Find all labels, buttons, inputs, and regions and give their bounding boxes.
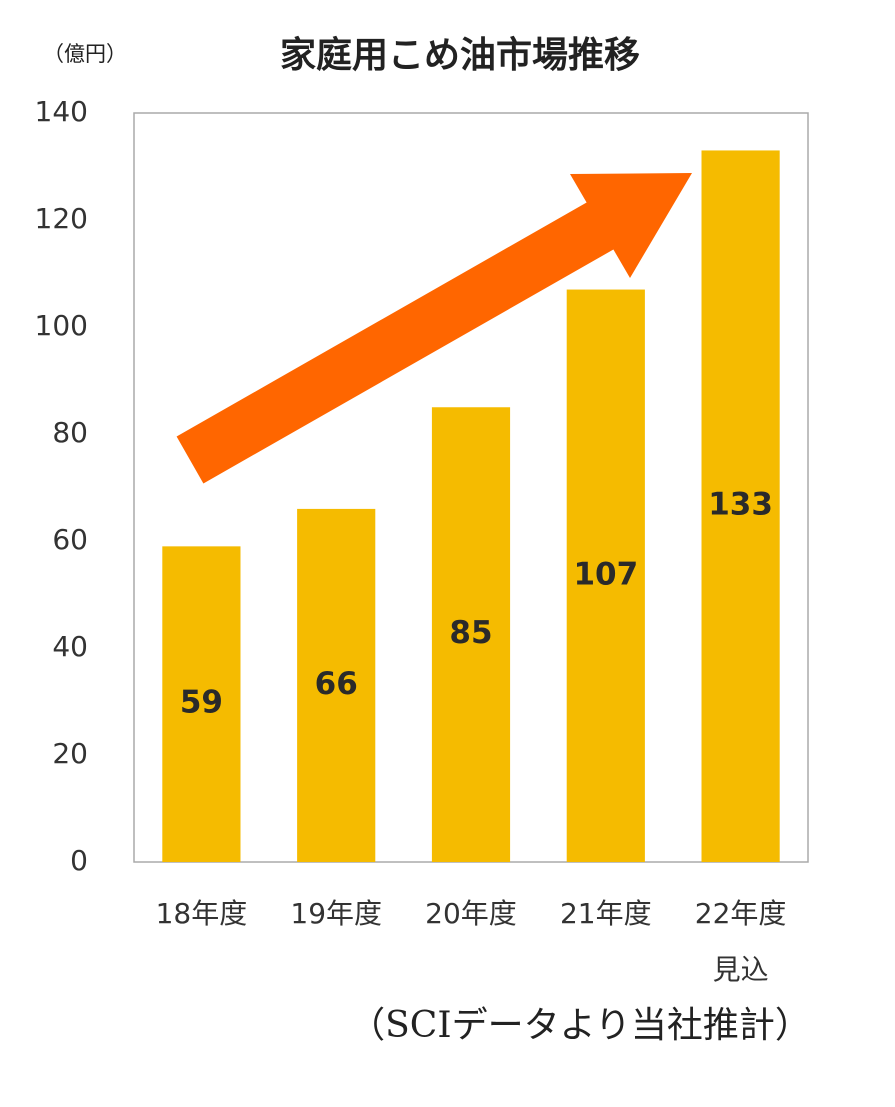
bar (566, 289, 645, 862)
value-label: 133 (708, 487, 773, 523)
y-tick-label: 140 (35, 95, 88, 128)
y-tick-label: 100 (35, 309, 88, 342)
y-tick-label: 20 (52, 737, 88, 770)
value-label: 107 (573, 556, 638, 592)
chart-title: 家庭用こめ油市場推移 (280, 35, 640, 76)
bar (297, 508, 376, 862)
value-label: 85 (449, 615, 492, 651)
source-note: （SCIデータより当社推計） (349, 1005, 811, 1046)
x-tick-label: 18年度 (156, 897, 248, 930)
y-tick-label: 60 (52, 523, 88, 556)
y-tick-label: 80 (52, 416, 88, 449)
x-tick-label: 20年度 (425, 897, 517, 930)
marks: 0 20 40 60 80 100 120 140 18年度 59 19年度 66 20年度 85 21年度… (35, 95, 787, 986)
value-label: 66 (315, 666, 358, 702)
bar (162, 546, 241, 862)
y-tick-label: 120 (35, 202, 88, 235)
x-tick-label: 22年度見込 (695, 897, 787, 986)
y-unit: （億円） (43, 42, 127, 66)
x-tick-label: 19年度 (290, 897, 382, 930)
trend-arrow (176, 173, 693, 484)
y-tick-label: 0 (70, 844, 88, 877)
x-tick-label: 21年度 (560, 897, 652, 930)
bar (701, 150, 780, 862)
bar (431, 407, 511, 862)
y-tick-label: 40 (52, 630, 88, 663)
value-label: 59 (180, 685, 223, 721)
